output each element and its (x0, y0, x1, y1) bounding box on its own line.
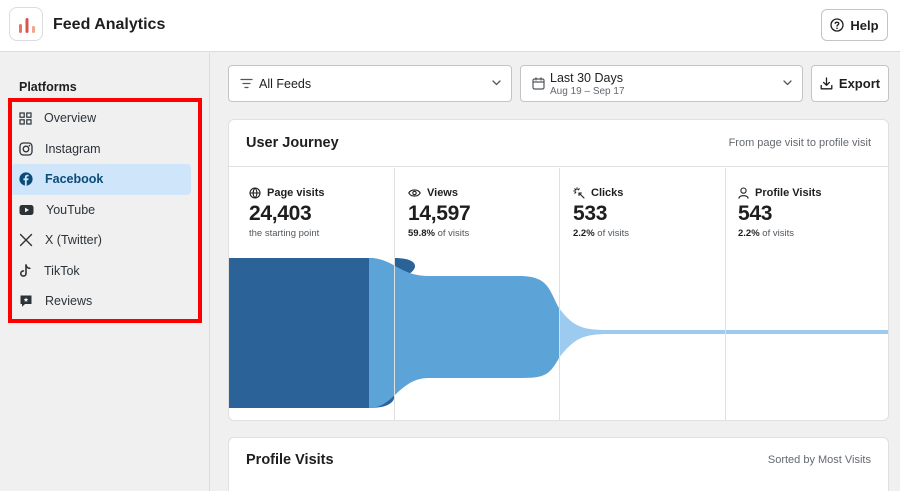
card-note: From page visit to profile visit (728, 137, 871, 149)
date-range-dates: Aug 19 – Sep 17 (550, 86, 625, 97)
sidebar-item-label: TikTok (44, 263, 80, 278)
date-range-dropdown[interactable]: Last 30 Days Aug 19 – Sep 17 (520, 65, 803, 102)
feeds-dropdown[interactable]: All Feeds (228, 65, 512, 102)
sidebar-item-tiktok[interactable]: TikTok (11, 256, 191, 287)
stat-subtext: 2.2% of visits (738, 228, 794, 239)
sidebar-item-x-twitter[interactable]: X (Twitter) (11, 225, 191, 256)
help-circle-icon (830, 18, 845, 32)
export-label: Export (838, 76, 881, 91)
help-button[interactable]: Help (821, 9, 888, 41)
app-logo (9, 7, 43, 41)
help-label: Help (850, 17, 879, 33)
reviews-icon (20, 295, 32, 308)
funnel-band-profile-visits (726, 330, 888, 334)
card-title: Profile Visits (246, 452, 334, 468)
tiktok-icon (20, 263, 31, 277)
eye-icon (408, 189, 421, 197)
instagram-icon (19, 142, 33, 156)
stat-label: Page visits (267, 187, 325, 199)
sidebar: Platforms Overview Instagram Fa (0, 53, 210, 491)
sidebar-item-youtube[interactable]: YouTube (11, 195, 191, 226)
stat-subtext: the starting point (249, 228, 320, 239)
grid-icon (19, 112, 32, 125)
facebook-icon (19, 172, 33, 186)
sparkle-click-icon (573, 187, 585, 199)
app-title: Feed Analytics (53, 16, 166, 33)
x-icon (19, 234, 33, 247)
sidebar-item-instagram[interactable]: Instagram (11, 134, 191, 165)
sidebar-item-overview[interactable]: Overview (11, 103, 191, 134)
sidebar-item-label: Instagram (45, 141, 101, 156)
column-divider (559, 168, 560, 420)
stat-subtext: 59.8% of visits (408, 228, 470, 239)
stat-profile-visits: Profile Visits 543 2.2% of visits (738, 187, 888, 239)
sidebar-item-label: YouTube (46, 202, 96, 217)
chevron-down-icon (492, 80, 501, 86)
stat-value: 14,597 (408, 202, 471, 225)
sidebar-heading: Platforms (19, 80, 77, 94)
stat-value: 533 (573, 202, 608, 225)
stat-value: 24,403 (249, 202, 312, 225)
user-icon (738, 187, 749, 199)
stat-page-visits: Page visits 24,403 the starting point (249, 187, 399, 239)
calendar-icon (532, 77, 545, 90)
stat-label: Views (427, 187, 458, 199)
column-divider (725, 168, 726, 420)
stat-label: Clicks (591, 187, 624, 199)
feeds-value: All Feeds (259, 77, 312, 91)
sidebar-item-label: Overview (44, 111, 97, 126)
stat-clicks: Clicks 533 2.2% of visits (573, 187, 723, 239)
globe-icon (249, 187, 261, 199)
column-divider (394, 168, 395, 420)
platform-nav: Overview Instagram Facebook YouTube (11, 103, 191, 317)
stat-views: Views 14,597 59.8% of visits (408, 187, 558, 239)
funnel-band-page-visits (229, 258, 394, 408)
funnel-band-clicks (559, 308, 726, 358)
download-icon (820, 77, 833, 90)
date-range-value: Last 30 Days (550, 71, 623, 85)
youtube-icon (19, 204, 34, 215)
sidebar-item-label: Facebook (45, 172, 104, 187)
sidebar-item-label: Reviews (45, 294, 93, 309)
user-journey-card: User Journey From page visit to profile … (228, 119, 889, 421)
bar-chart-icon (19, 18, 35, 33)
export-button[interactable]: Export (811, 65, 889, 102)
filter-icon (240, 78, 253, 89)
stat-subtext: 2.2% of visits (573, 228, 629, 239)
profile-visits-card: Profile Visits Sorted by Most Visits (228, 437, 889, 491)
chevron-down-icon (783, 80, 792, 86)
funnel-chart (229, 258, 888, 408)
sort-label[interactable]: Sorted by Most Visits (767, 454, 871, 466)
funnel-band-views (369, 258, 559, 408)
stat-value: 543 (738, 202, 773, 225)
sidebar-item-reviews[interactable]: Reviews (11, 286, 191, 317)
top-bar: Feed Analytics Help (0, 0, 900, 52)
card-header: User Journey From page visit to profile … (229, 120, 888, 167)
sidebar-item-facebook[interactable]: Facebook (11, 164, 191, 195)
stat-label: Profile Visits (755, 187, 822, 199)
sidebar-item-label: X (Twitter) (45, 233, 102, 248)
card-title: User Journey (246, 135, 339, 151)
